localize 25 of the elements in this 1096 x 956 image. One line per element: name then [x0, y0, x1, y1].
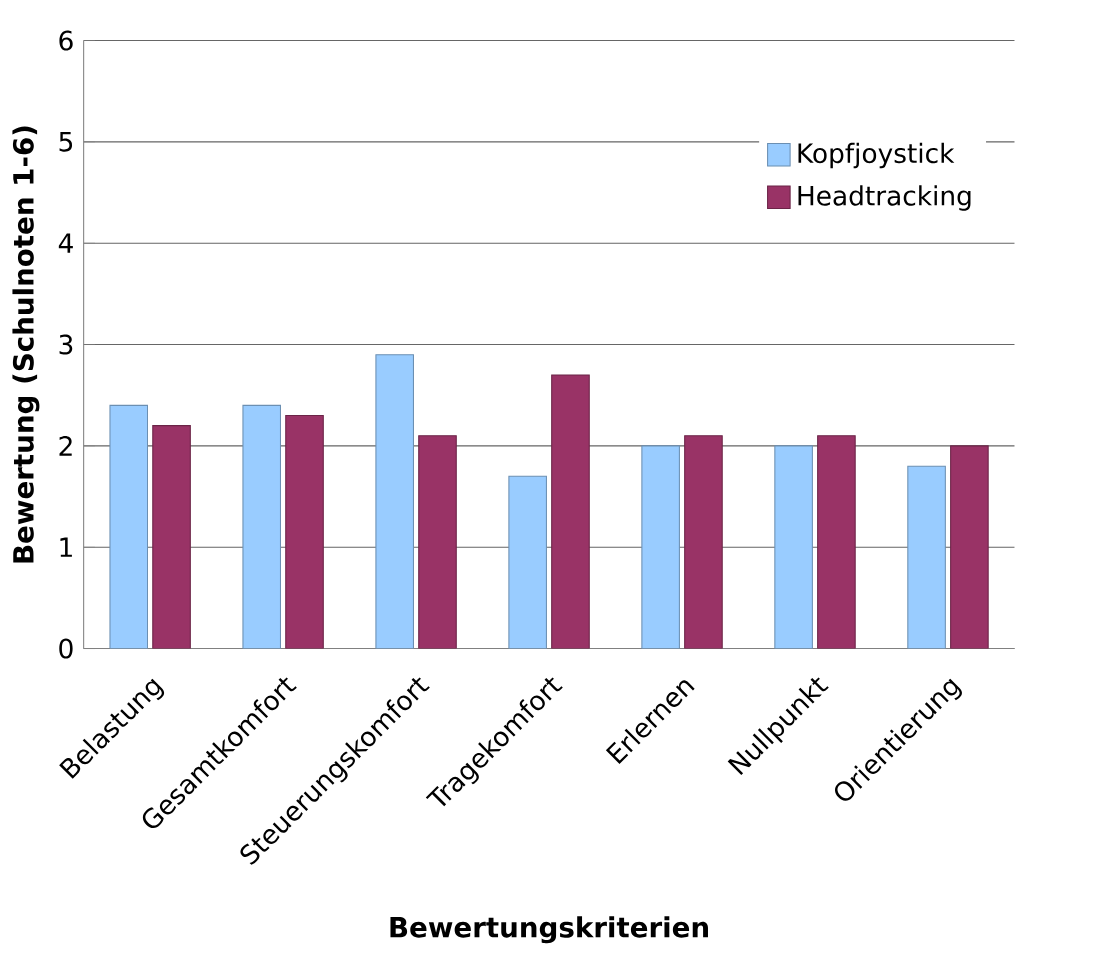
y-tick-label: 0 — [59, 638, 73, 659]
y-tick-label: 1 — [60, 537, 72, 557]
bar — [152, 424, 191, 649]
bar — [508, 475, 547, 649]
y-tick-label: 4 — [58, 233, 73, 253]
y-tick-label: 2 — [59, 435, 72, 456]
legend-label: Kopfjoystick — [798, 142, 955, 169]
x-axis-title: Bewertungskriterien — [390, 916, 708, 944]
bar — [817, 435, 856, 649]
bar — [551, 374, 590, 649]
bar — [418, 435, 457, 649]
bar — [907, 465, 946, 649]
bar — [242, 404, 282, 649]
bar — [950, 445, 989, 649]
legend-label: Headtracking — [798, 185, 971, 211]
bar — [641, 445, 680, 649]
y-tick-label: 3 — [59, 334, 73, 355]
bar — [774, 445, 813, 649]
y-tick-label: 6 — [59, 30, 73, 51]
bar — [684, 435, 723, 649]
y-tick-label: 5 — [59, 131, 73, 152]
bar — [375, 353, 414, 649]
y-axis-title: Bewertung (Schulnoten 1-6) — [12, 126, 40, 563]
bar — [109, 404, 149, 649]
bar — [285, 414, 324, 649]
